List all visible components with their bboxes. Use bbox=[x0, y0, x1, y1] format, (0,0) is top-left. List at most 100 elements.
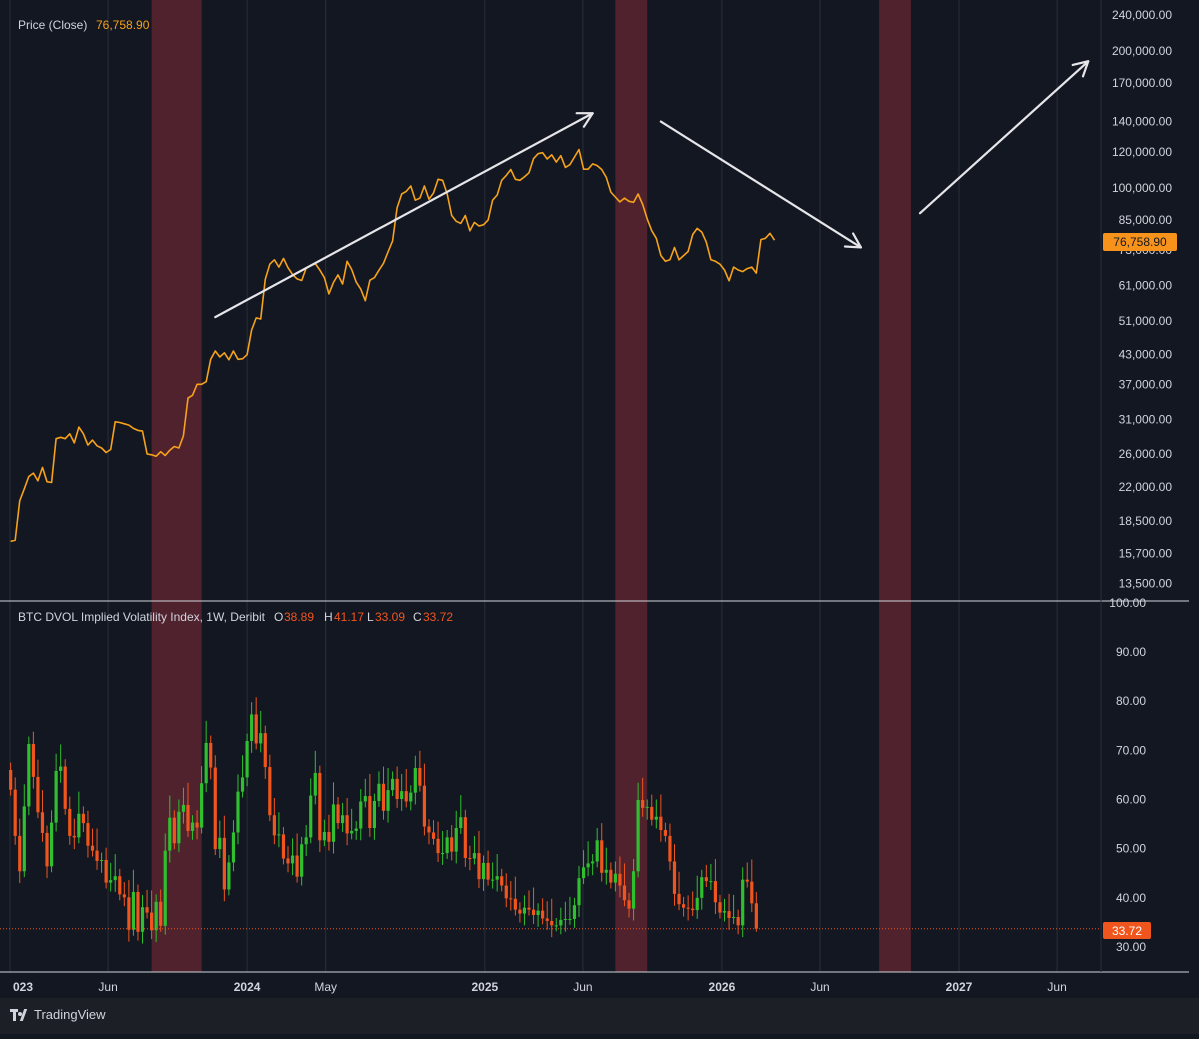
dvol-candle bbox=[713, 881, 718, 903]
dvol-candle bbox=[263, 733, 267, 768]
dvol-candle bbox=[218, 837, 222, 850]
dvol-high-label: H bbox=[324, 610, 333, 624]
dvol-candle bbox=[390, 778, 395, 791]
dvol-candle bbox=[677, 893, 681, 905]
dvol-candle bbox=[122, 894, 126, 898]
dvol-tick-label: 40.00 bbox=[1116, 891, 1146, 905]
dvol-candle bbox=[336, 804, 340, 824]
x-tick-label: 2025 bbox=[471, 980, 498, 994]
dvol-candle bbox=[45, 832, 49, 867]
dvol-candle bbox=[727, 911, 731, 918]
dvol-candle bbox=[604, 869, 608, 873]
dvol-candle bbox=[595, 840, 599, 862]
dvol-candle bbox=[154, 901, 158, 931]
dvol-candle bbox=[745, 879, 749, 882]
dvol-candle bbox=[327, 831, 331, 842]
axes: 023 Jun 2024 May 2025 Jun 2026 Jun 2027 Jun 240,00… bbox=[0, 0, 1189, 994]
price-tick-label: 18,500.00 bbox=[1119, 514, 1173, 528]
price-tick-label: 85,000.00 bbox=[1119, 213, 1173, 227]
trend-arrow-shaft bbox=[918, 60, 1090, 215]
dvol-candle bbox=[618, 873, 622, 886]
dvol-candle bbox=[659, 816, 663, 830]
dvol-candle bbox=[150, 912, 154, 931]
price-tick-label: 170,000.00 bbox=[1112, 76, 1172, 90]
dvol-candle bbox=[450, 837, 454, 852]
price-legend-label: Price (Close) bbox=[18, 18, 87, 32]
dvol-candle bbox=[127, 897, 131, 930]
dvol-low-label: L bbox=[367, 610, 374, 624]
dvol-candle bbox=[59, 766, 63, 771]
dvol-candle bbox=[86, 823, 90, 846]
dvol-candle bbox=[304, 837, 308, 845]
dvol-candle bbox=[27, 743, 31, 807]
price-tick-label: 13,500.00 bbox=[1119, 576, 1173, 590]
dvol-tick-label: 60.00 bbox=[1116, 793, 1146, 807]
dvol-candle bbox=[240, 777, 245, 792]
dvol-candle bbox=[736, 917, 740, 926]
dvol-candle bbox=[9, 770, 13, 790]
dvol-tick-label: 90.00 bbox=[1116, 645, 1146, 659]
dvol-candle bbox=[250, 714, 254, 741]
dvol-candle bbox=[227, 862, 231, 890]
dvol-tick-label: 50.00 bbox=[1116, 842, 1146, 856]
price-last-badge-text: 76,758.90 bbox=[1113, 235, 1167, 249]
dvol-candle bbox=[709, 881, 713, 883]
dvol-candle bbox=[190, 822, 195, 831]
shaded-region bbox=[151, 0, 202, 972]
dvol-candle bbox=[54, 770, 58, 823]
dvol-candle bbox=[140, 907, 145, 932]
grid-lines bbox=[9, 0, 1058, 972]
x-tick-label: Jun bbox=[810, 980, 829, 994]
dvol-candle bbox=[168, 817, 172, 851]
x-tick-label: 2024 bbox=[234, 980, 261, 994]
dvol-candle bbox=[104, 859, 108, 883]
dvol-open-label: O bbox=[274, 610, 283, 624]
dvol-candle bbox=[750, 881, 754, 904]
price-tick-label: 22,000.00 bbox=[1119, 480, 1173, 494]
trend-arrow-head bbox=[843, 232, 863, 249]
dvol-candle bbox=[568, 918, 572, 920]
dvol-candle bbox=[700, 877, 704, 898]
dvol-close-label: C bbox=[413, 610, 422, 624]
dvol-candle bbox=[468, 858, 472, 860]
dvol-candle bbox=[259, 733, 263, 744]
dvol-candles bbox=[0, 697, 1101, 944]
dvol-candle bbox=[354, 828, 358, 831]
dvol-candle bbox=[577, 878, 581, 906]
x-tick-label: May bbox=[314, 980, 337, 994]
dvol-candle bbox=[527, 907, 531, 910]
dvol-candle bbox=[109, 880, 113, 883]
dvol-candle bbox=[163, 850, 167, 926]
dvol-candle bbox=[722, 911, 727, 913]
dvol-candle bbox=[481, 862, 486, 880]
dvol-candle bbox=[718, 902, 722, 913]
dvol-candle bbox=[22, 806, 26, 872]
dvol-candle bbox=[18, 835, 22, 872]
dvol-candle bbox=[627, 900, 631, 909]
dvol-candle bbox=[145, 907, 149, 913]
dvol-candle bbox=[268, 767, 272, 816]
dvol-candle bbox=[386, 790, 390, 811]
price-tick-label: 51,000.00 bbox=[1119, 314, 1173, 328]
dvol-candle bbox=[181, 804, 186, 812]
dvol-candle bbox=[368, 796, 372, 829]
dvol-candle bbox=[213, 767, 217, 850]
dvol-candle bbox=[295, 855, 299, 877]
x-tick-label: 023 bbox=[13, 980, 33, 994]
dvol-candle bbox=[13, 789, 17, 836]
dvol-candle bbox=[654, 816, 658, 820]
dvol-candle bbox=[254, 714, 258, 744]
price-tick-label: 240,000.00 bbox=[1112, 8, 1172, 22]
dvol-candle bbox=[413, 768, 417, 793]
dvol-candle bbox=[636, 799, 640, 872]
dvol-candle bbox=[663, 829, 668, 836]
tradingview-brand[interactable]: TradingView bbox=[10, 1007, 106, 1022]
dvol-candle bbox=[650, 806, 654, 820]
footer-bar: TradingView bbox=[0, 998, 1199, 1034]
dvol-candle bbox=[541, 910, 545, 919]
dvol-candle bbox=[472, 853, 477, 859]
dvol-candle bbox=[245, 740, 249, 778]
dvol-candle bbox=[272, 815, 276, 836]
